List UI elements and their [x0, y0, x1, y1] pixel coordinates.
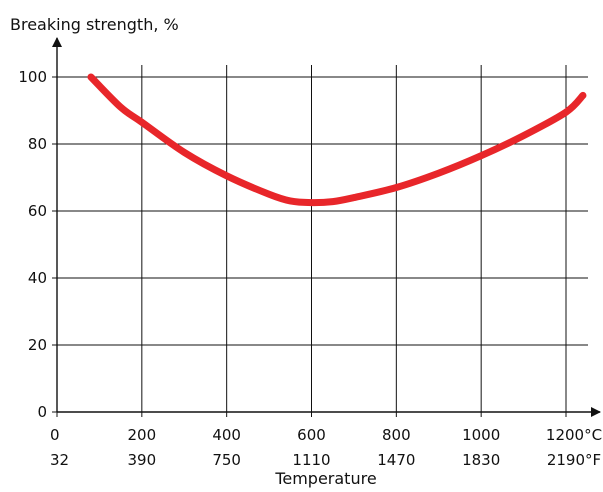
x-tick-label-fahrenheit: 1830 — [462, 451, 500, 469]
x-tick-label-celsius: 200 — [128, 426, 157, 444]
x-tick-label-celsius: 0 — [50, 426, 60, 444]
x-tick-label-celsius: 1200°C — [546, 426, 602, 444]
series-line — [87, 73, 587, 207]
tick-labels: 0204060801000322003904007506001110800147… — [18, 68, 602, 469]
y-tick-label: 40 — [28, 269, 47, 287]
grid — [52, 65, 588, 417]
x-tick-label-celsius: 800 — [382, 426, 411, 444]
x-tick-label-celsius: 1000 — [462, 426, 500, 444]
x-tick-label-fahrenheit: 390 — [128, 451, 157, 469]
y-tick-label: 100 — [18, 68, 47, 86]
x-tick-label-fahrenheit: 750 — [212, 451, 241, 469]
y-tick-label: 60 — [28, 202, 47, 220]
series — [87, 73, 587, 207]
x-tick-label-fahrenheit: 2190°F — [547, 451, 601, 469]
x-tick-label-celsius: 400 — [212, 426, 241, 444]
x-tick-label-fahrenheit: 1110 — [292, 451, 330, 469]
y-tick-label: 0 — [37, 403, 47, 421]
x-tick-label-fahrenheit: 1470 — [377, 451, 415, 469]
x-axis-title: Temperature — [274, 469, 376, 488]
x-tick-label-fahrenheit: 32 — [50, 451, 69, 469]
y-tick-label: 20 — [28, 336, 47, 354]
y-tick-label: 80 — [28, 135, 47, 153]
y-axis-title: Breaking strength, % — [10, 15, 179, 34]
axes — [52, 37, 601, 417]
x-tick-label-celsius: 600 — [297, 426, 326, 444]
